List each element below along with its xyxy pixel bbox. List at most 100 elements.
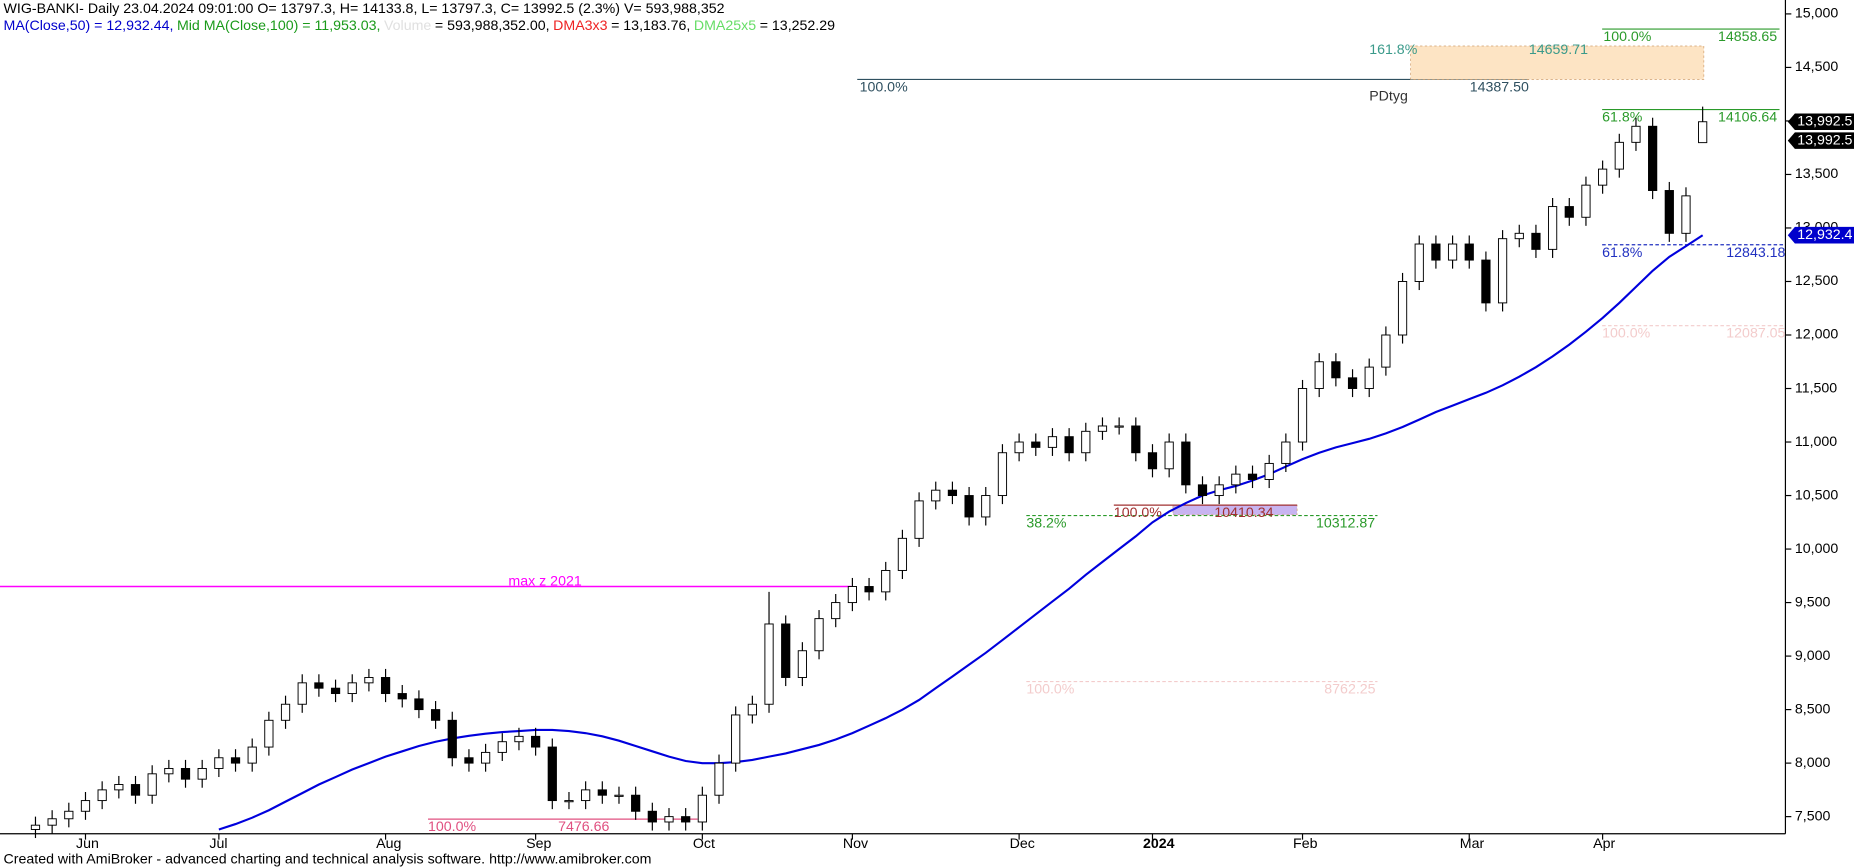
candle-body [1381,334,1391,368]
candle-body [1014,441,1024,454]
axis-badge-label: 12,932.4 [1797,227,1852,243]
candle-body [631,794,641,812]
candle-body [1531,232,1541,250]
candle-body [1331,361,1341,379]
candle-body [47,818,57,826]
candle-body [681,816,691,823]
candle-body [531,735,541,748]
candle-body [314,682,324,689]
candle-body [414,698,424,711]
fib-pct: 100.0% [1603,29,1651,45]
candle-body [881,569,891,593]
indicator-legend: MA(Close,50) = 12,932.44, Mid MA(Close,10… [4,18,836,34]
axis-badge [1787,113,1854,131]
fib-pct: 100.0% [1026,682,1074,698]
candle-body [714,762,724,796]
candle-body [1131,425,1141,454]
fib-price: 14387.50 [1470,79,1529,95]
candle-body [464,757,474,764]
candle-body [981,495,991,518]
candle-body [947,489,958,497]
candle-body [264,719,274,748]
candle-body [614,794,624,797]
candle-body [1264,462,1274,480]
candle-body [97,789,107,802]
fib-pct: 100.0% [860,79,908,95]
ma-line [218,234,1704,831]
candle-body [1664,190,1674,234]
candle-body [1364,366,1374,389]
chart-title: WIG-BANKI- Daily 23.04.2024 09:01:00 O= … [4,1,725,17]
candle-body [914,500,924,539]
candle-body [1631,125,1641,143]
candle-body [864,586,874,593]
candle-body [514,735,524,743]
candle-body [847,586,858,604]
fib-price: 12843.18 [1726,245,1785,261]
candle-body [831,602,841,620]
candle-body [897,537,908,571]
x-tick-label: Nov [843,836,869,852]
legend-item: = 13,183.76, [611,18,690,34]
candle-body [397,693,407,700]
candle-body [1547,206,1558,250]
candle-body [1464,243,1474,261]
legend-item: = 13,252.29 [760,18,835,34]
fib-price: 12087.05 [1726,326,1785,342]
candle-body [1247,473,1258,480]
fib-pct: 100.0% [1114,505,1162,521]
annotation: PDtyg [1369,89,1408,105]
candle-body [547,746,557,802]
y-tick-label: 10,000 [1795,541,1838,557]
candle-body [1231,473,1241,486]
candle-body [1047,436,1058,448]
fib-price: 7476.66 [558,819,609,835]
candle-body [214,757,224,769]
candle-body [30,824,41,830]
fib-pct: 100.0% [428,819,476,835]
candle-body [1648,125,1658,191]
candle-body [564,800,574,803]
fib-price: 8762.25 [1324,682,1375,698]
x-tick-label: Oct [693,836,715,852]
footer: Created with AmiBroker - advanced charti… [4,851,652,867]
fib-price: 10410.34 [1214,505,1273,521]
y-tick-label: 7,500 [1795,808,1831,824]
candle-body [480,751,491,764]
candle-body [64,810,74,820]
legend-item: MA(Close,50) = 12,932.44, [4,18,174,34]
candle-body [1297,388,1308,443]
candle-body [1064,436,1074,454]
candle-body [330,687,341,695]
fib-price: 14659.71 [1529,42,1588,58]
fib-pct: 61.8% [1602,110,1643,126]
candle-body [1164,441,1174,470]
candle-body [1147,452,1158,470]
candle-body [697,794,707,823]
candle-body [114,784,124,791]
y-tick-label: 9,000 [1795,648,1831,664]
candle-body [781,623,791,678]
candle-body [197,767,207,780]
candle-body [647,810,657,823]
candle-body [1397,281,1408,336]
candle-body [230,757,241,764]
y-tick-label: 11,500 [1795,380,1837,396]
y-tick-label: 12,000 [1795,327,1838,343]
candle-body [80,800,91,812]
candle-body [1614,141,1624,170]
x-tick-label: Dec [1010,836,1035,852]
candle-body [1698,121,1708,144]
candle-body [1114,425,1124,428]
candle-body [1431,243,1441,261]
y-tick-label: 8,000 [1795,755,1831,771]
reference-label: max z 2021 [508,574,581,590]
candle-body [1564,206,1574,218]
fib-pct: 161.8% [1369,42,1417,58]
candle-body [731,714,741,764]
legend-item: DMA25x5 [694,18,756,34]
candle-body [1414,243,1424,282]
candle-body [364,677,374,684]
